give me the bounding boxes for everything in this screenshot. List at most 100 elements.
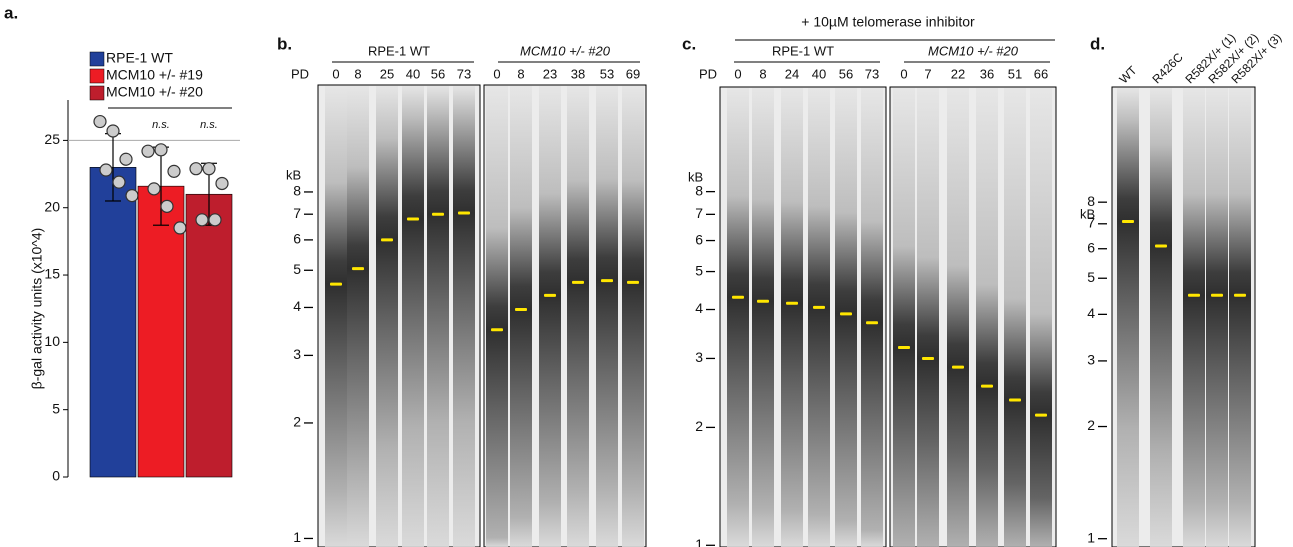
lane-number: 0 — [734, 66, 741, 81]
lane-number: 73 — [457, 66, 471, 81]
gel-lane — [622, 86, 644, 547]
data-point — [160, 199, 174, 213]
gel-lane — [835, 88, 857, 547]
marker-label: 5 — [1087, 269, 1095, 285]
marker-label: 8 — [1087, 193, 1095, 209]
median-mark — [572, 280, 584, 284]
gel-lane — [486, 86, 508, 547]
gel-lane — [893, 88, 915, 547]
lane-number: 56 — [839, 66, 853, 81]
annotation: n.s. — [152, 119, 170, 131]
lane-number: 51 — [1008, 66, 1022, 81]
lane-number: 56 — [431, 66, 445, 81]
marker-label: 4 — [1087, 305, 1095, 321]
gel-background — [483, 84, 647, 547]
median-mark — [601, 279, 613, 283]
median-mark — [407, 217, 419, 221]
marker-label: 4 — [695, 300, 703, 316]
marker-label: 2 — [293, 414, 301, 430]
legend-swatch — [89, 85, 105, 101]
gel-lane — [1183, 88, 1205, 547]
marker-label: 2 — [1087, 417, 1095, 433]
median-mark — [898, 345, 910, 349]
bar — [185, 193, 233, 478]
gel-lane — [752, 88, 774, 547]
median-mark — [1211, 293, 1223, 297]
marker-label: 5 — [293, 261, 301, 277]
lane-number: 0 — [900, 66, 907, 81]
gel-lane — [1150, 88, 1172, 547]
bar — [89, 167, 137, 478]
gel-lane — [539, 86, 561, 547]
lane-number: 40 — [812, 66, 826, 81]
legend-label: MCM10 +/- #19 — [106, 67, 203, 83]
marker-label: 4 — [293, 298, 301, 314]
lane-number: 8 — [759, 66, 766, 81]
lane-name: WT — [1116, 63, 1140, 87]
annotation: n.s. — [200, 119, 218, 131]
lane-label: PD — [291, 66, 309, 81]
median-mark — [757, 299, 769, 303]
lane-number: 8 — [517, 66, 524, 81]
gel-lane — [510, 86, 532, 547]
median-mark — [1009, 398, 1021, 402]
median-mark — [840, 312, 852, 316]
gel-lane — [781, 88, 803, 547]
median-mark — [981, 384, 993, 388]
lane-number: 38 — [571, 66, 585, 81]
marker-label: 7 — [293, 205, 301, 221]
marker-label: 1 — [293, 529, 301, 545]
gel-lane — [402, 86, 424, 547]
marker-label: 6 — [293, 231, 301, 247]
group-label: RPE-1 WT — [368, 43, 430, 58]
median-mark — [732, 295, 744, 299]
lane-number: 25 — [380, 66, 394, 81]
data-point — [147, 182, 161, 196]
median-mark — [1188, 293, 1200, 297]
median-mark — [1234, 293, 1246, 297]
median-mark — [458, 211, 470, 215]
median-mark — [1122, 219, 1134, 223]
axis-label: kB — [688, 169, 703, 184]
lane-label: PD — [699, 66, 717, 81]
gel-lane — [347, 86, 369, 547]
data-point — [173, 221, 187, 235]
data-point — [106, 124, 120, 138]
group-label: RPE-1 WT — [772, 43, 834, 58]
gel-lane — [376, 86, 398, 547]
gel-lane — [1117, 88, 1139, 547]
data-point — [93, 114, 107, 129]
marker-label: 1 — [695, 536, 703, 547]
y-tick-label: 0 — [52, 468, 60, 484]
gel-lane — [917, 88, 939, 547]
gel-lane — [325, 86, 347, 547]
legend-swatch — [89, 68, 105, 84]
lane-number: 73 — [865, 66, 879, 81]
median-mark — [1035, 413, 1047, 417]
gel-lane — [427, 86, 449, 547]
y-tick-label: 25 — [44, 131, 60, 147]
panel-label: d. — [1090, 34, 1105, 53]
panel-label: c. — [682, 34, 696, 53]
lane-number: 0 — [332, 66, 339, 81]
median-mark — [627, 280, 639, 284]
median-mark — [515, 308, 527, 312]
gel-lane — [1206, 88, 1228, 547]
group-label: MCM10 +/- #20 — [928, 43, 1019, 58]
gel-lane — [861, 88, 883, 547]
legend-swatch — [89, 51, 105, 67]
bar — [137, 185, 185, 478]
marker-label: 7 — [695, 205, 703, 221]
axis-label: kB — [286, 167, 301, 182]
lane-number: 0 — [493, 66, 500, 81]
y-tick-label: 10 — [44, 333, 60, 349]
gel-lane — [947, 88, 969, 547]
legend-label: RPE-1 WT — [106, 50, 173, 66]
data-point — [202, 162, 216, 176]
marker-label: 3 — [695, 349, 703, 365]
median-mark — [922, 356, 934, 360]
marker-label: 1 — [1087, 529, 1095, 545]
gel-lane — [567, 86, 589, 547]
data-point — [215, 176, 229, 191]
